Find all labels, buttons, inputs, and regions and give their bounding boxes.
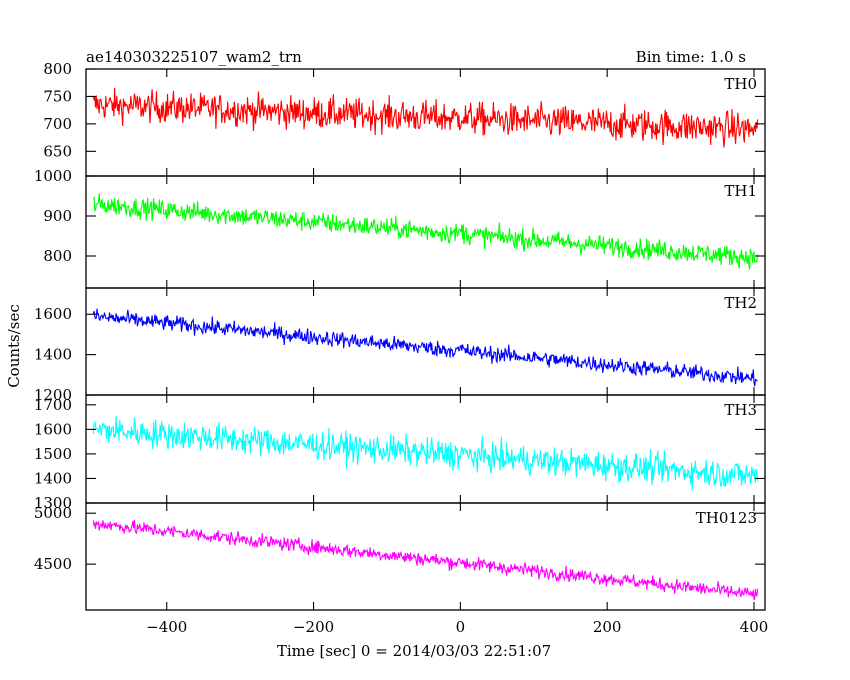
y-tick-label: 4500: [34, 555, 72, 573]
panels-group: TH0 650 700 750 800 TH1 800 900 1000 TH2 1200 1400 1…: [34, 60, 768, 636]
y-tick-label: 1700: [34, 396, 72, 414]
panel-frame-th0: [85, 68, 766, 177]
series-line-th1: [92, 193, 759, 270]
series-line-th0123: [92, 519, 759, 600]
panel-label-th2: TH2: [724, 294, 757, 312]
y-tick-label: 1600: [34, 420, 72, 438]
y-tick-label: 700: [43, 115, 72, 133]
y-tick-label: 1300: [34, 494, 72, 512]
series-line-th2: [92, 308, 758, 387]
x-tick-label: 200: [593, 618, 622, 636]
panel-label-th3: TH3: [724, 401, 757, 419]
x-tick-label: 400: [740, 618, 769, 636]
chart-title: ae140303225107_wam2_trn: [86, 48, 302, 66]
x-tick-label: 0: [456, 618, 466, 636]
panel-label-th1: TH1: [724, 182, 757, 200]
y-tick-label: 800: [43, 60, 72, 78]
y-tick-label: 800: [43, 247, 72, 265]
y-tick-label: 1400: [34, 469, 72, 487]
y-tick-label: 750: [43, 87, 72, 105]
series-line-th3: [92, 416, 759, 491]
panel-frame-th2: [85, 287, 766, 396]
panel-frame-th0123: [85, 502, 766, 611]
panel-label-th0: TH0: [724, 75, 757, 93]
y-tick-label: 5000: [34, 504, 72, 522]
y-tick-label: 1500: [34, 445, 72, 463]
y-tick-label: 900: [43, 207, 72, 225]
x-axis-label: Time [sec] 0 = 2014/03/03 22:51:07: [277, 642, 551, 660]
y-tick-label: 1200: [34, 386, 72, 404]
y-tick-label: 1600: [34, 305, 72, 323]
bin-time-label: Bin time: 1.0 s: [636, 48, 746, 66]
y-tick-label: 1000: [34, 167, 72, 185]
x-tick-label: −200: [293, 618, 334, 636]
y-axis-label: Counts/sec: [5, 304, 23, 388]
y-tick-label: 1400: [34, 346, 72, 364]
series-line-th0: [92, 87, 759, 148]
panel-frame-th3: [85, 394, 766, 504]
y-tick-label: 650: [43, 142, 72, 160]
x-tick-label: −400: [146, 618, 187, 636]
panel-label-th0123: TH0123: [696, 509, 757, 527]
